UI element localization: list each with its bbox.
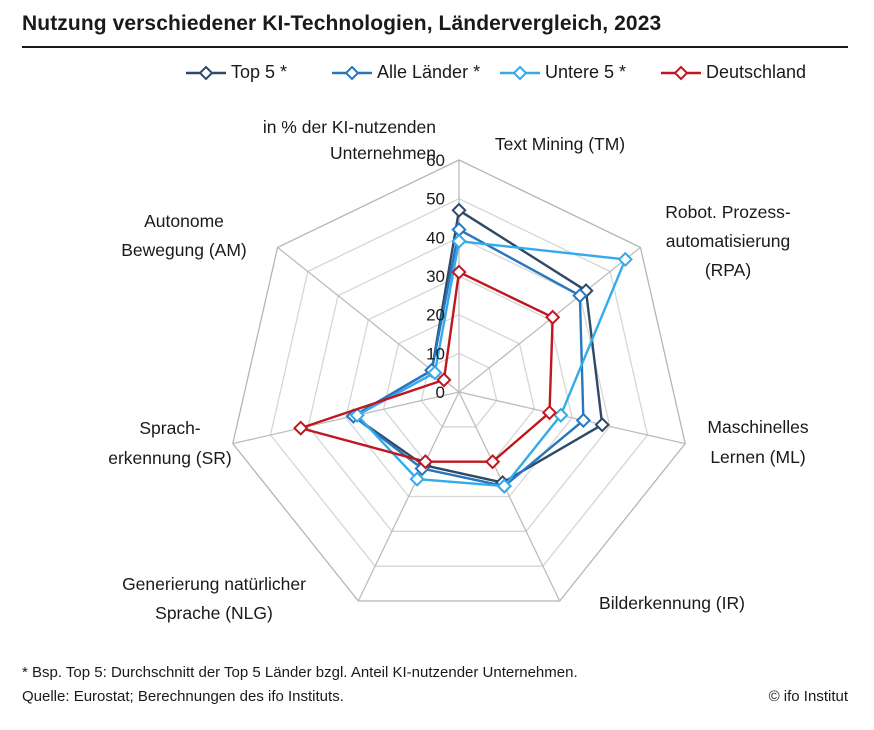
chart-title: Nutzung verschiedener KI-Technologien, L… [22,12,662,35]
data-point [417,454,434,470]
data-point [436,372,452,388]
data-point [545,309,561,325]
axis-spoke [458,391,686,445]
data-point [541,404,558,421]
data-point [496,478,512,494]
legend-label: Untere 5 * [545,62,627,82]
data-point [594,417,610,433]
axis-spoke [232,391,460,445]
series-line [299,270,554,463]
data-point [451,233,467,249]
grid [232,159,686,602]
axis-category-label: Robot. Prozess- [665,202,791,222]
legend-marker-icon [661,65,701,80]
data-point [451,264,467,280]
source-note: Quelle: Eurostat; Berechnungen des ifo I… [22,688,344,705]
series-line [352,228,585,488]
grid-ring [232,159,686,602]
copyright: © ifo Institut [768,688,848,705]
tick-label: 0 [436,383,445,402]
axis-spoke [458,391,561,602]
legend-marker-icon [500,65,540,80]
unit-label: Unternehmen [330,143,436,163]
axis-category-label: Lernen (ML) [710,447,805,467]
axis-category-label: Text Mining (TM) [495,134,625,154]
series-line [352,209,604,484]
series-line [356,239,627,488]
tick-label: 20 [426,306,445,325]
legend: Top 5 * Alle Länder * Untere 5 * Deutschlan… [0,62,874,90]
tick-label: 50 [426,190,445,209]
legend-item: Deutschland [660,62,806,83]
series-group [293,264,561,470]
labels: 0 10 20 30 40 50 60 in % der KI-nutzenden Untern… [108,117,809,623]
grid-ring [345,275,573,498]
data-point [409,471,425,487]
tick-label: 40 [426,228,445,247]
legend-label: Top 5 * [231,62,288,82]
axis-category-label: Autonome [144,211,224,231]
axis-category-label: Maschinelles [707,417,808,437]
tick-label: 30 [426,267,445,286]
grid-ring [269,197,649,567]
legend-marker-icon [332,65,372,80]
axis-category-label: (RPA) [705,260,751,280]
data-point [349,407,365,423]
tick-label: 10 [426,344,445,363]
axis-category-label: Generierung natürlicher [122,574,306,594]
legend-item: Untere 5 * [499,62,626,83]
data-point [572,287,588,304]
axis-category-label: Sprach- [139,418,200,438]
footnote: * Bsp. Top 5: Durchschnitt der Top 5 Län… [22,664,578,681]
axis-category-label: Sprache (NLG) [155,603,273,623]
axis-category-label: Bilderkennung (IR) [599,593,745,613]
grid-ring [307,236,611,532]
axis-spoke [357,391,460,602]
legend-label: Deutschland [706,62,807,82]
title-rule [22,46,848,48]
unit-label: in % der KI-nutzenden [263,117,436,137]
series-group [349,233,633,494]
data-point [427,365,443,381]
data-point [451,202,467,218]
axis-category-label: Bewegung (AM) [121,240,246,260]
series [293,202,633,494]
data-point [293,420,309,436]
legend-item: Top 5 * [185,62,287,83]
legend-label: Alle Länder * [377,62,481,82]
axis-category-label: erkennung (SR) [108,448,232,468]
data-point [484,454,501,470]
data-point [617,251,633,268]
axis-category-label: automatisierung [666,231,791,251]
data-point [553,407,569,423]
legend-item: Alle Länder * [331,62,480,83]
tick-label: 60 [426,151,445,170]
legend-marker-icon [186,65,226,80]
data-point [575,412,592,429]
